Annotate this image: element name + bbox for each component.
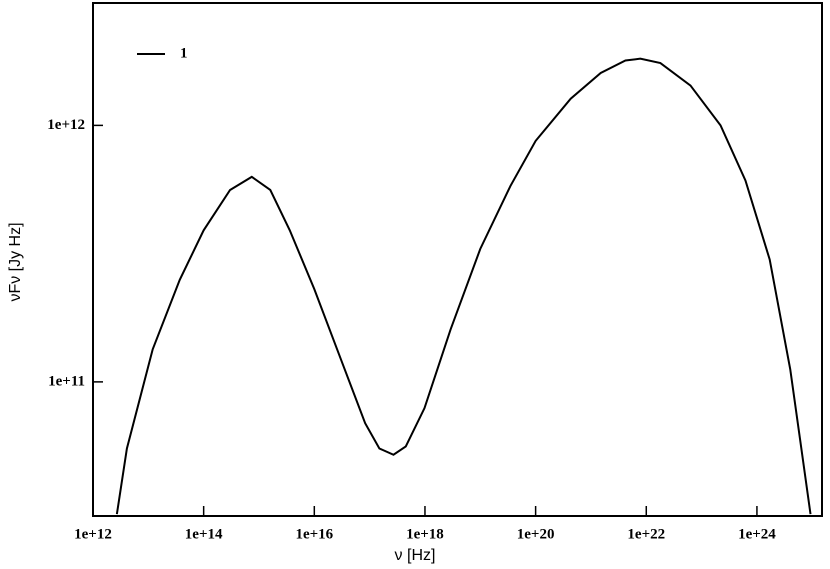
x-tick-label: 1e+22 bbox=[627, 526, 665, 542]
legend-label: 1 bbox=[180, 45, 188, 61]
plot-frame bbox=[92, 2, 823, 517]
data-line bbox=[115, 57, 812, 515]
x-tick-label: 1e+14 bbox=[185, 526, 223, 542]
x-tick-label: 1e+24 bbox=[738, 526, 776, 542]
x-tick-label: 1e+18 bbox=[406, 526, 444, 542]
y-tick-label: 1e+11 bbox=[48, 373, 85, 389]
x-axis-label: ν [Hz] bbox=[395, 547, 436, 564]
x-tick-label: 1e+12 bbox=[74, 526, 112, 542]
y-tick-label: 1e+12 bbox=[47, 117, 85, 133]
x-tick-label: 1e+20 bbox=[517, 526, 555, 542]
y-axis-label: νFν [Jy Hz] bbox=[7, 222, 24, 301]
x-tick-label: 1e+16 bbox=[295, 526, 333, 542]
